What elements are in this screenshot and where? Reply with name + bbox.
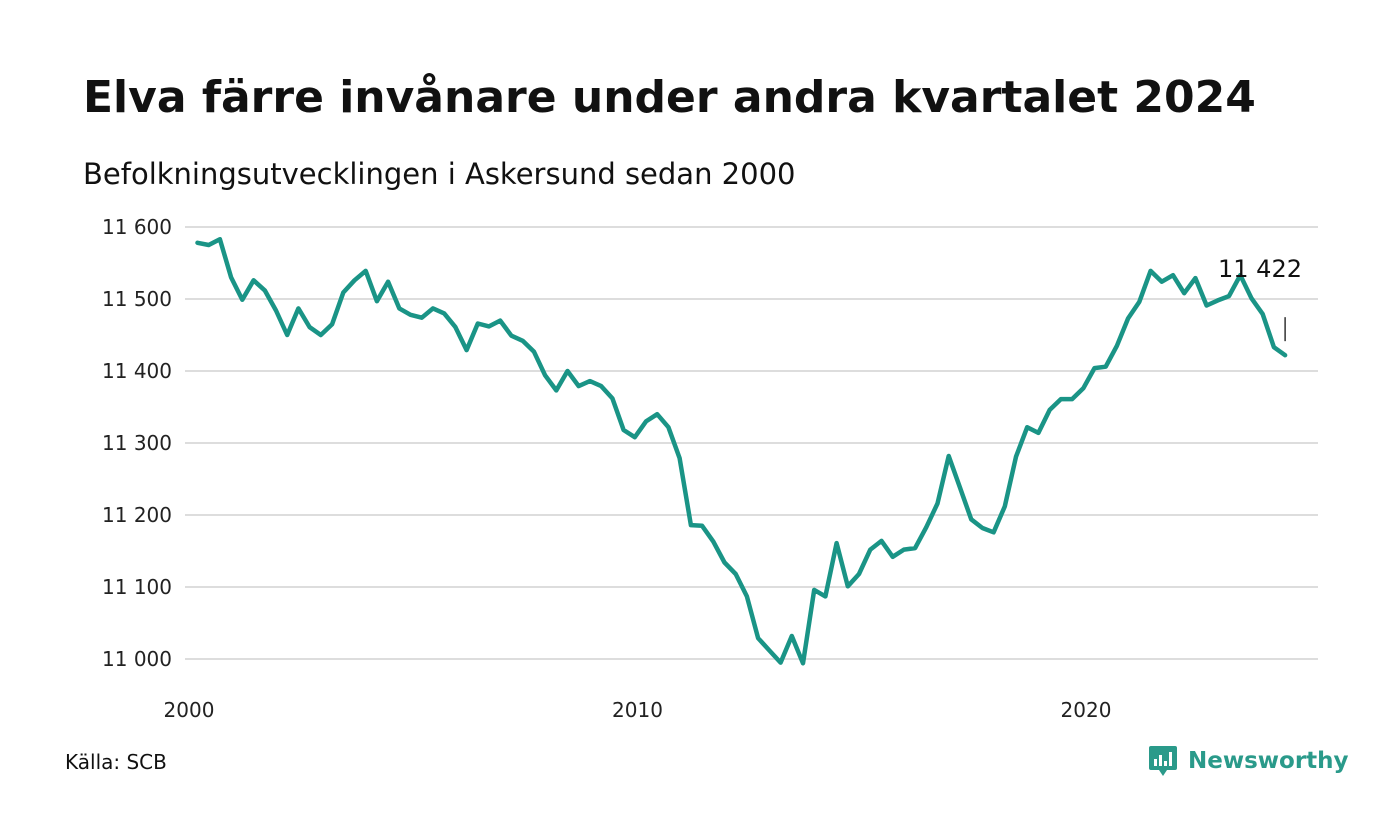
brand-name: Newsworthy (1188, 748, 1349, 774)
x-tick-label: 2010 (612, 698, 663, 722)
brand-logo: Newsworthy (1148, 744, 1349, 778)
source-note: Källa: SCB (65, 750, 167, 774)
x-tick-label: 2000 (164, 698, 215, 722)
newsworthy-logo-icon (1149, 746, 1177, 776)
y-tick-label: 11 500 (102, 287, 172, 311)
annotation-layer: 11 422 (1218, 255, 1302, 342)
x-axis-ticks: 2000 2010 2020 (164, 698, 1112, 722)
x-tick-label: 2020 (1061, 698, 1112, 722)
chart-subtitle: Befolkningsutvecklingen i Askersund seda… (83, 157, 796, 191)
end-value-label: 11 422 (1218, 255, 1302, 283)
y-tick-label: 11 400 (102, 359, 172, 383)
y-tick-label: 11 200 (102, 503, 172, 527)
y-tick-label: 11 000 (102, 647, 172, 671)
chart-title: Elva färre invånare under andra kvartale… (83, 72, 1256, 123)
y-axis-ticks: 11 000 11 100 11 200 11 300 11 400 11 500 11 6… (102, 215, 172, 671)
y-tick-label: 11 100 (102, 575, 172, 599)
series-layer (195, 236, 1288, 666)
y-tick-label: 11 300 (102, 431, 172, 455)
series-line (195, 236, 1288, 666)
y-tick-label: 11 600 (102, 215, 172, 239)
grid-lines (185, 226, 1318, 660)
